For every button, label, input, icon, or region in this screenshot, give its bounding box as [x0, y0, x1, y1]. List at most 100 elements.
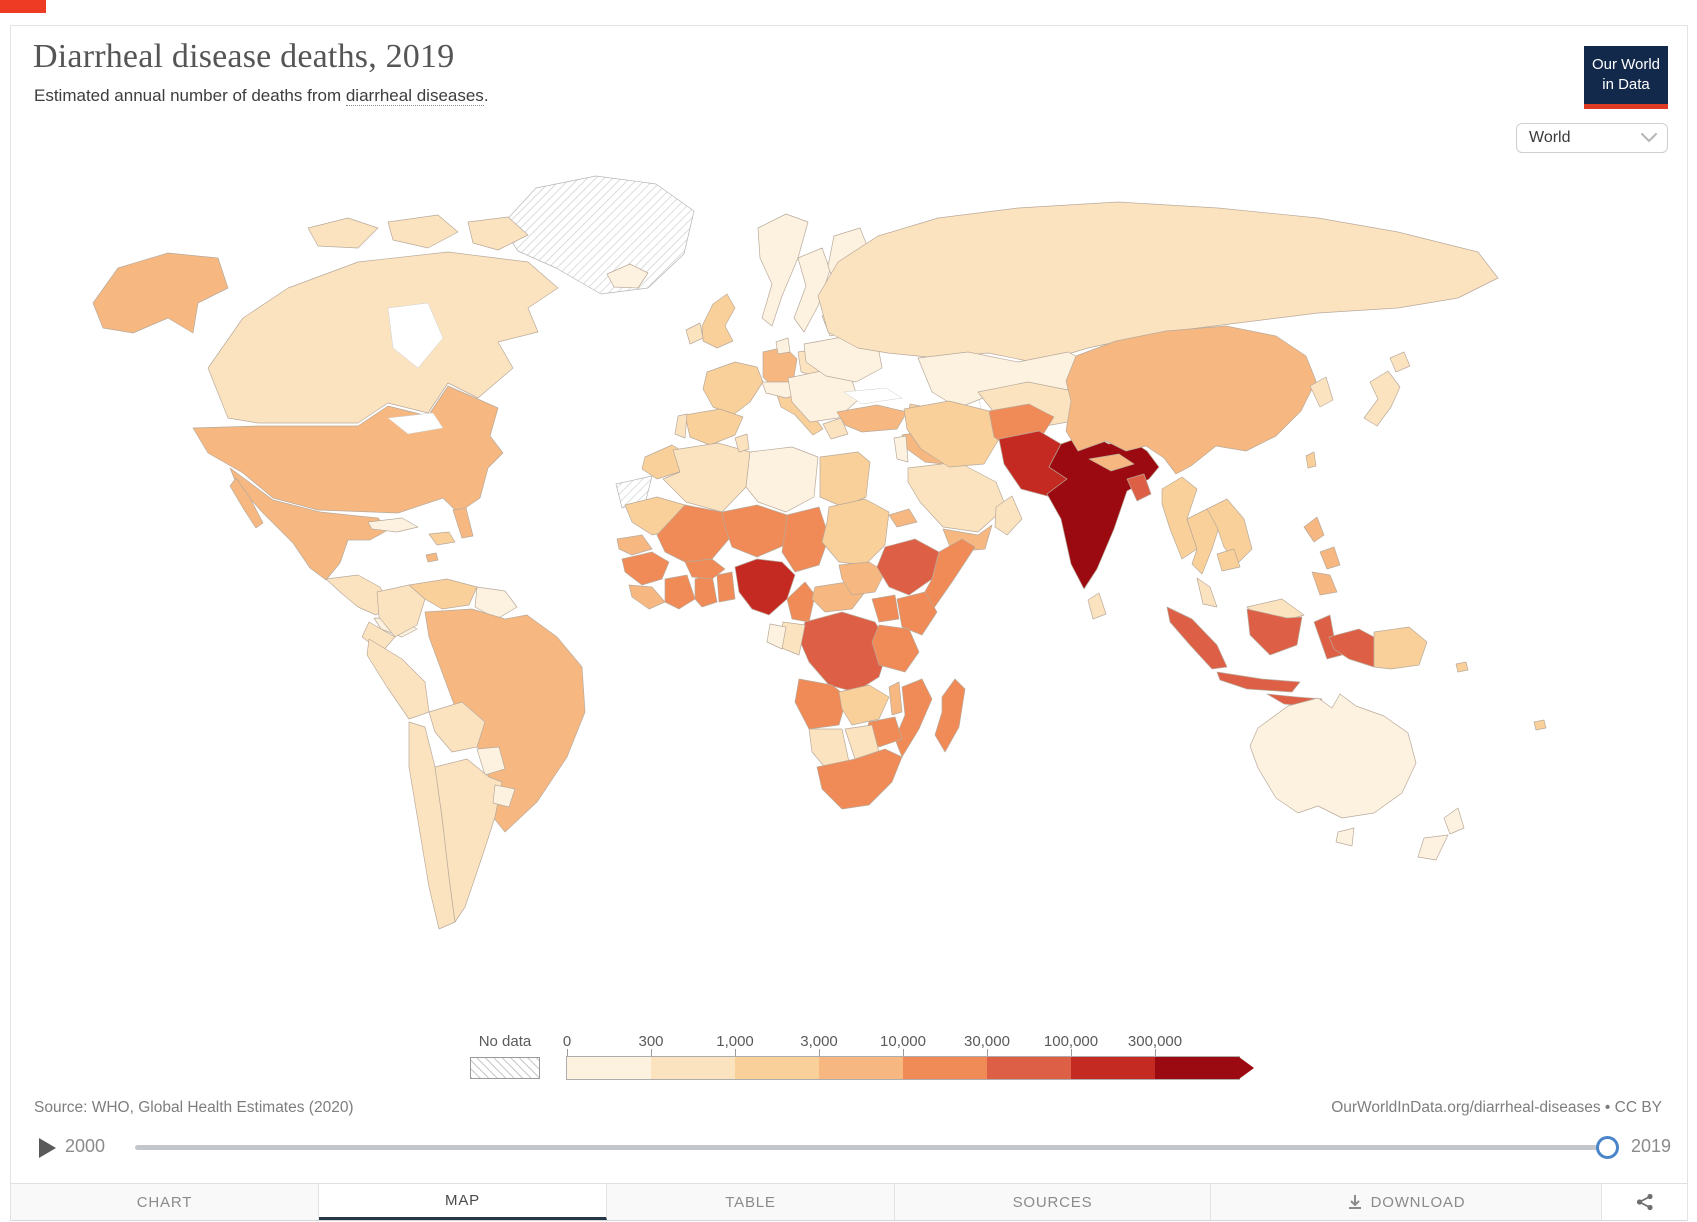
country-denmark[interactable] [775, 337, 791, 355]
country-spain[interactable] [684, 408, 744, 446]
country-iceland[interactable] [606, 263, 649, 289]
country-sweden[interactable] [793, 247, 831, 333]
country-ethiopia[interactable] [876, 538, 940, 596]
country-indonesia-papua[interactable] [1328, 628, 1375, 668]
country-gabon[interactable] [766, 623, 787, 650]
region-select-dropdown[interactable]: World [1516, 123, 1668, 153]
country-uganda[interactable] [871, 594, 900, 623]
legend-bin[interactable] [1155, 1057, 1239, 1079]
country-chad[interactable] [781, 506, 830, 573]
country-philippines[interactable] [1319, 546, 1341, 570]
country-guinea[interactable] [621, 551, 670, 586]
country-arctic-islands[interactable] [467, 216, 529, 251]
legend-color-bar[interactable] [566, 1056, 1240, 1080]
country-bolivia[interactable] [428, 701, 486, 753]
legend-bin[interactable] [903, 1057, 987, 1079]
owid-logo[interactable]: Our World in Data [1584, 46, 1668, 109]
country-libya[interactable] [745, 446, 819, 513]
country-south-sudan[interactable] [838, 561, 886, 596]
country-caribbean-island[interactable] [425, 552, 439, 563]
country-mexico-baja[interactable] [229, 477, 264, 529]
country-egypt[interactable] [819, 451, 871, 508]
country-philippines[interactable] [1311, 571, 1338, 596]
tab-share[interactable] [1602, 1184, 1687, 1220]
timeline-slider-track[interactable] [135, 1145, 1605, 1150]
country-greenland[interactable] [500, 175, 695, 295]
country-malaysia[interactable] [1196, 577, 1218, 608]
country-indonesia-java[interactable] [1216, 671, 1301, 693]
country-zambia[interactable] [838, 684, 890, 726]
country-laos-vietnam[interactable] [1206, 498, 1253, 565]
country-australia[interactable] [1249, 693, 1417, 819]
country-brazil[interactable] [424, 608, 586, 833]
legend-bin[interactable] [567, 1057, 651, 1079]
country-south-africa[interactable] [816, 748, 903, 810]
country-eritrea[interactable] [888, 508, 918, 528]
country-papua-new-guinea[interactable] [1373, 626, 1428, 670]
country-indonesia-borneo[interactable] [1246, 608, 1303, 656]
country-somalia[interactable] [921, 538, 976, 616]
country-norway[interactable] [757, 213, 809, 327]
country-venezuela[interactable] [408, 578, 478, 610]
country-ivory-coast[interactable] [664, 574, 696, 610]
country-angola[interactable] [794, 678, 848, 730]
country-philippines[interactable] [1303, 516, 1325, 543]
country-turkey[interactable] [836, 404, 908, 433]
country-mozambique[interactable] [894, 678, 933, 758]
subtitle-term-link[interactable]: diarrheal diseases [345, 86, 484, 106]
country-algeria[interactable] [662, 442, 751, 513]
country-pacific-island[interactable] [1533, 719, 1547, 731]
country-paraguay[interactable] [476, 746, 506, 776]
legend-bin[interactable] [735, 1057, 819, 1079]
country-cameroon[interactable] [786, 581, 816, 623]
country-arctic-islands[interactable] [387, 214, 459, 249]
country-japan[interactable] [1389, 351, 1411, 373]
country-niger[interactable] [721, 504, 788, 558]
country-new-zealand[interactable] [1443, 807, 1465, 835]
country-sudan[interactable] [821, 498, 890, 566]
country-togo-benin[interactable] [716, 571, 736, 603]
country-oman[interactable] [994, 495, 1023, 536]
country-china[interactable] [1065, 325, 1317, 475]
country-saudi-arabia[interactable] [907, 461, 1007, 533]
country-united-kingdom[interactable] [701, 293, 736, 349]
country-israel-jordan[interactable] [893, 435, 909, 463]
tab-map[interactable]: MAP [319, 1184, 607, 1220]
country-tanzania[interactable] [871, 624, 920, 673]
country-alaska[interactable] [92, 252, 229, 334]
legend-bin[interactable] [819, 1057, 903, 1079]
country-sri-lanka[interactable] [1087, 592, 1107, 620]
country-uruguay[interactable] [492, 784, 516, 808]
country-tunisia[interactable] [734, 433, 750, 453]
country-cuba[interactable] [367, 517, 419, 533]
country-madagascar[interactable] [934, 678, 966, 753]
country-dr-congo[interactable] [798, 611, 890, 693]
tab-download[interactable]: DOWNLOAD [1211, 1184, 1602, 1220]
country-russia[interactable] [817, 201, 1499, 364]
country-japan[interactable] [1363, 370, 1401, 427]
country-indonesia-sumatra[interactable] [1166, 606, 1228, 670]
country-greece[interactable] [822, 417, 849, 440]
country-tasmania[interactable] [1335, 827, 1355, 847]
tab-chart[interactable]: CHART [11, 1184, 319, 1220]
country-cambodia[interactable] [1216, 548, 1241, 572]
country-bangladesh[interactable] [1126, 473, 1152, 502]
legend-no-data-swatch[interactable] [470, 1057, 540, 1079]
country-senegal[interactable] [616, 534, 653, 556]
legend-bin[interactable] [987, 1057, 1071, 1079]
country-united-states-florida[interactable] [452, 507, 474, 539]
tab-table[interactable]: TABLE [607, 1184, 895, 1220]
country-peru[interactable] [366, 638, 430, 720]
legend-bin[interactable] [651, 1057, 735, 1079]
country-burkina-faso[interactable] [684, 558, 726, 580]
country-france[interactable] [702, 361, 764, 416]
country-taiwan[interactable] [1305, 451, 1317, 469]
country-new-zealand[interactable] [1417, 834, 1449, 861]
country-guyanas[interactable] [474, 586, 518, 620]
country-nepal[interactable] [1088, 453, 1135, 472]
country-argentina[interactable] [434, 758, 503, 923]
legend-bin[interactable] [1071, 1057, 1155, 1079]
country-malawi[interactable] [888, 681, 903, 716]
country-sierra-leone-liberia[interactable] [628, 584, 666, 610]
country-kenya[interactable] [896, 591, 938, 636]
